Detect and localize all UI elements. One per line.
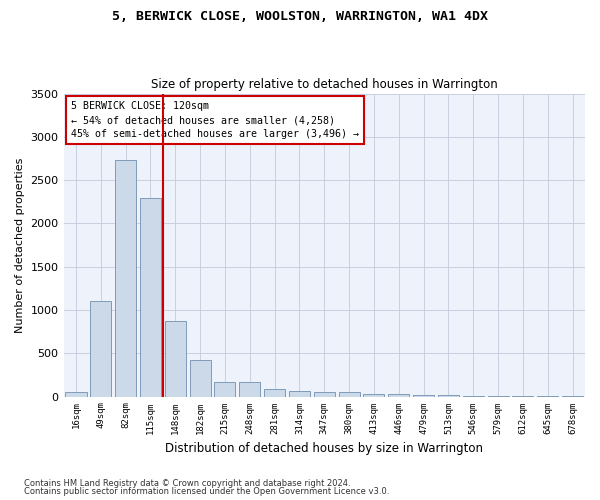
Bar — [289, 392, 310, 396]
Text: Contains HM Land Registry data © Crown copyright and database right 2024.: Contains HM Land Registry data © Crown c… — [24, 478, 350, 488]
Bar — [165, 321, 186, 396]
Bar — [413, 395, 434, 396]
Bar — [364, 394, 385, 396]
Bar — [90, 302, 112, 396]
Bar — [338, 392, 359, 396]
Y-axis label: Number of detached properties: Number of detached properties — [15, 158, 25, 332]
Bar — [140, 198, 161, 396]
Text: 5 BERWICK CLOSE: 120sqm
← 54% of detached houses are smaller (4,258)
45% of semi: 5 BERWICK CLOSE: 120sqm ← 54% of detache… — [71, 101, 359, 139]
Text: 5, BERWICK CLOSE, WOOLSTON, WARRINGTON, WA1 4DX: 5, BERWICK CLOSE, WOOLSTON, WARRINGTON, … — [112, 10, 488, 23]
Text: Contains public sector information licensed under the Open Government Licence v3: Contains public sector information licen… — [24, 487, 389, 496]
Bar — [190, 360, 211, 397]
Bar — [314, 392, 335, 396]
Bar — [214, 382, 235, 396]
Bar — [239, 382, 260, 396]
Bar — [115, 160, 136, 396]
Bar — [264, 389, 285, 396]
X-axis label: Distribution of detached houses by size in Warrington: Distribution of detached houses by size … — [165, 442, 483, 455]
Bar — [65, 392, 86, 396]
Bar — [388, 394, 409, 396]
Title: Size of property relative to detached houses in Warrington: Size of property relative to detached ho… — [151, 78, 497, 91]
